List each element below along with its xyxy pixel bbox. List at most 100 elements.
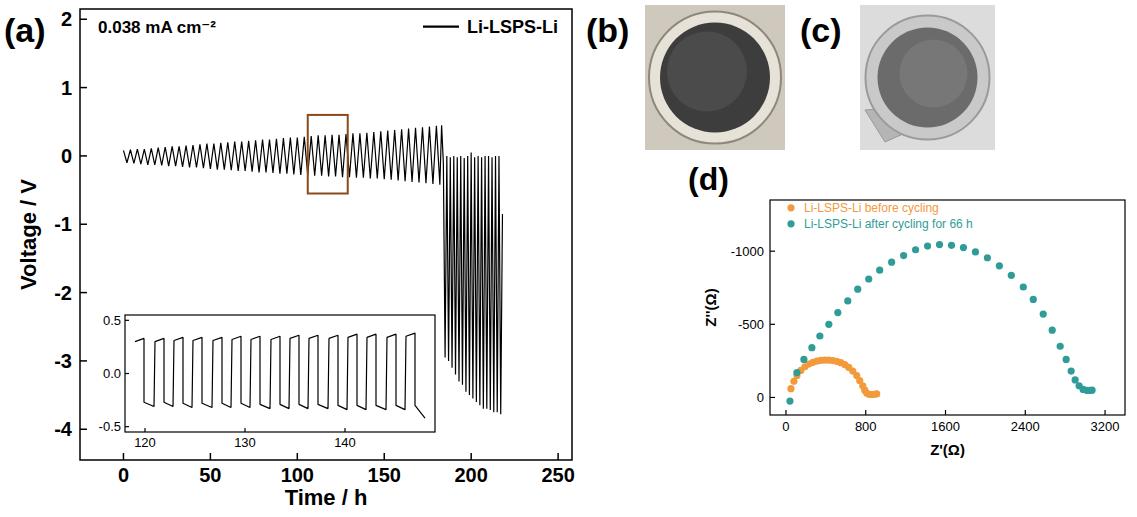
- y-tick: [80, 360, 87, 362]
- x-tick: [210, 453, 212, 460]
- legend-key: [787, 204, 794, 211]
- annotation: 0.038 mA cm⁻²: [98, 18, 216, 37]
- data-point: [1040, 310, 1047, 317]
- x-tick-label: 130: [234, 435, 256, 450]
- data-point: [865, 275, 872, 282]
- x-tick: [1104, 410, 1105, 415]
- y-tick-label: 1: [61, 77, 72, 99]
- x-tick-label: 0: [118, 464, 129, 486]
- y-tick: [80, 155, 87, 157]
- panel-label: (a): [4, 11, 46, 49]
- highlight-box: [308, 115, 348, 194]
- data-point: [1049, 327, 1056, 334]
- x-tick: [244, 428, 245, 432]
- y-tick-label: 0.5: [103, 313, 121, 328]
- plot-frame: [770, 200, 1125, 415]
- y-tick: [80, 429, 87, 431]
- x-tick-label: 100: [281, 464, 314, 486]
- data-point: [912, 246, 919, 253]
- x-tick-label: 50: [199, 464, 221, 486]
- x-tick: [144, 428, 145, 432]
- data-point: [873, 390, 880, 397]
- photo-panel: (b): [586, 5, 785, 150]
- x-tick: [865, 410, 866, 415]
- panel-label: (c): [800, 11, 842, 49]
- data-point: [960, 244, 967, 251]
- data-point: [825, 321, 832, 328]
- y-tick: [80, 87, 87, 89]
- data-point: [924, 242, 931, 249]
- x-tick: [383, 453, 385, 460]
- plot-frame: [80, 9, 572, 460]
- plot-frame: [125, 315, 435, 432]
- photo-disk: [866, 16, 990, 140]
- data-point: [996, 262, 1003, 269]
- photo: [860, 5, 995, 150]
- y-tick-label: -4: [54, 418, 73, 440]
- x-tick-label: 120: [134, 435, 156, 450]
- x-tick-label: 250: [541, 464, 574, 486]
- data-point: [808, 344, 815, 351]
- data-point: [972, 248, 979, 255]
- x-axis-title: Time / h: [285, 485, 368, 510]
- y-tick: [770, 324, 775, 325]
- data-point: [1057, 343, 1064, 350]
- x-tick-label: 800: [855, 419, 877, 434]
- data-point: [1020, 283, 1027, 290]
- x-tick-label: 140: [334, 435, 356, 450]
- x-tick: [945, 410, 946, 415]
- data-point: [816, 332, 823, 339]
- y-tick-label: -2: [54, 282, 72, 304]
- y-tick-label: 0: [757, 390, 764, 405]
- data-area: [786, 241, 1095, 405]
- photo-pellet: [878, 28, 978, 128]
- y-tick: [80, 224, 87, 226]
- legend-label: Li-LSPS-Li after cycling for 66 h: [804, 217, 973, 231]
- data-point: [984, 254, 991, 261]
- y-tick-label: 2: [61, 8, 72, 30]
- photo-texture: [667, 32, 747, 112]
- chart-1: 120130140-0.50.00.5: [99, 313, 435, 450]
- data-point: [844, 297, 851, 304]
- y-tick: [770, 397, 775, 398]
- panel-label: (b): [586, 11, 629, 49]
- x-tick: [297, 453, 299, 460]
- y-tick: [80, 19, 87, 21]
- data-point: [800, 356, 807, 363]
- legend-key: [423, 26, 459, 28]
- legend-label: Li-LSPS-Li: [467, 17, 558, 37]
- y-tick-label: -1: [54, 213, 72, 235]
- x-tick: [785, 410, 786, 415]
- data-point: [1088, 387, 1095, 394]
- x-tick: [557, 453, 559, 460]
- plot-background: [125, 315, 435, 432]
- y-tick-label: -0.5: [99, 419, 121, 434]
- legend-label: Li-LSPS-Li before cycling: [804, 201, 939, 215]
- chart-0: 050100150200250-4-3-2-1012Time / hVoltag…: [4, 8, 575, 510]
- photo-panel: (c): [800, 5, 995, 150]
- data-point: [834, 309, 841, 316]
- photo-texture: [900, 40, 968, 108]
- x-tick: [1025, 410, 1026, 415]
- photo-rim: [649, 12, 781, 144]
- x-tick-label: 3200: [1091, 419, 1120, 434]
- data-point: [793, 369, 800, 376]
- x-tick: [344, 428, 345, 432]
- data-point: [900, 252, 907, 259]
- x-tick: [123, 453, 125, 460]
- figure: 050100150200250-4-3-2-1012Time / hVoltag…: [0, 0, 1137, 517]
- x-tick-label: 150: [368, 464, 401, 486]
- data-point: [1068, 368, 1075, 375]
- x-axis-title: Z'(Ω): [930, 441, 965, 458]
- data-line: [135, 333, 425, 418]
- y-tick-label: -1000: [731, 244, 764, 259]
- data-point: [1008, 272, 1015, 279]
- data-point: [854, 286, 861, 293]
- data-point: [948, 242, 955, 249]
- chart-2: 0800160024003200-1000-5000Z'(Ω)Z''(Ω)(d)…: [688, 161, 1125, 458]
- photo: [645, 5, 785, 150]
- x-tick-label: 1600: [931, 419, 960, 434]
- data-point: [1063, 356, 1070, 363]
- x-tick-label: 0: [782, 419, 789, 434]
- panel-label: (d): [688, 161, 729, 197]
